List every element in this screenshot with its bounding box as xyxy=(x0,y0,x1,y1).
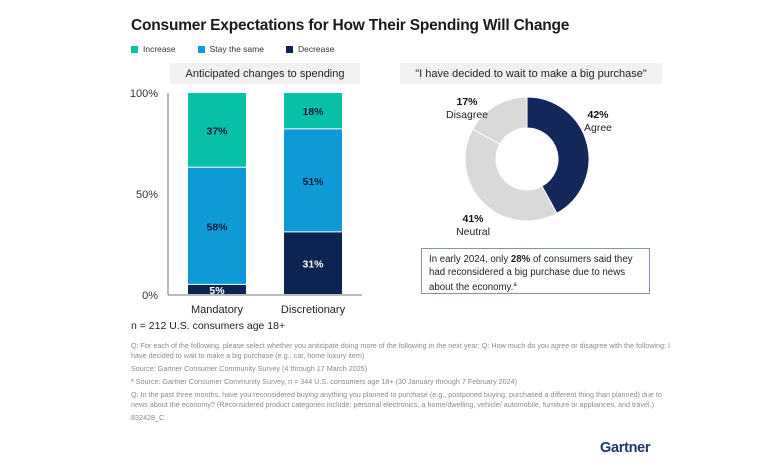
legend-item-increase: Increase xyxy=(131,44,176,54)
footnote-id: 832428_C xyxy=(131,413,165,422)
bar-panel-title: Anticipated changes to spending xyxy=(170,63,360,84)
legend-item-decrease: Decrease xyxy=(285,44,335,54)
data-label: 58% xyxy=(206,221,228,233)
donut-category-label: Disagree xyxy=(446,109,488,121)
donut-value-label: 41% xyxy=(462,213,484,225)
y-tick-label: 50% xyxy=(136,189,158,201)
footnote-source-a: ª Source: Gartner Consumer Community Sur… xyxy=(131,377,518,386)
donut-category-label: Agree xyxy=(584,122,612,134)
donut-slice-neutral xyxy=(464,128,558,222)
bar-segment-decrease xyxy=(284,232,342,294)
bar-segment-decrease xyxy=(188,284,246,294)
data-label: 18% xyxy=(302,106,324,118)
legend-item-stay: Stay the same xyxy=(197,44,264,54)
y-tick-label: 100% xyxy=(130,88,158,100)
footnote-question-a: Q: In the past three months, have you re… xyxy=(131,390,662,409)
legend-swatch-decrease xyxy=(285,45,293,53)
footnote-question: Q: For each of the following, please sel… xyxy=(131,341,670,360)
donut-value-label: 42% xyxy=(587,109,609,121)
legend-label: Increase xyxy=(143,44,176,54)
legend: Increase Stay the same Decrease xyxy=(131,44,334,54)
donut-slice-disagree xyxy=(471,96,528,145)
x-tick-label: Discretionary xyxy=(281,304,346,316)
data-label: 31% xyxy=(302,259,324,271)
legend-label: Stay the same xyxy=(209,44,264,54)
callout-suffix: of consumers said they had reconsidered … xyxy=(429,254,633,294)
donut-category-label: Neutral xyxy=(456,226,490,238)
callout-box: In early 2024, only 28% of consumers sai… xyxy=(421,248,650,294)
footnote-source: Source: Gartner Consumer Community Surve… xyxy=(131,364,368,373)
legend-swatch-increase xyxy=(131,45,138,53)
bar-segment-increase xyxy=(188,93,246,167)
sample-size-note: n = 212 U.S. consumers age 18+ xyxy=(131,320,286,332)
callout-prefix: In early 2024, only xyxy=(429,254,511,265)
callout-footnote-mark: a xyxy=(513,282,517,288)
donut-value-label: 17% xyxy=(456,96,478,108)
data-label: 5% xyxy=(209,285,225,297)
x-tick-label: Mandatory xyxy=(191,304,243,316)
bar-segment-increase xyxy=(284,93,342,129)
chart-title: Consumer Expectations for How Their Spen… xyxy=(131,17,570,34)
gartner-logo: Gartner xyxy=(600,440,651,456)
donut-slice-agree xyxy=(526,96,590,215)
y-tick-label: 0% xyxy=(142,290,158,302)
bar-segment-stay-the-same xyxy=(284,129,342,232)
callout-highlight: 28% xyxy=(510,254,531,265)
bar-segment-stay-the-same xyxy=(188,167,246,284)
data-label: 37% xyxy=(206,125,228,137)
data-label: 51% xyxy=(302,176,324,188)
legend-swatch-stay xyxy=(197,45,205,53)
legend-label: Decrease xyxy=(297,44,335,54)
donut-panel-title: "I have decided to wait to make a big pu… xyxy=(400,63,662,84)
footnotes: Q: For each of the following, please sel… xyxy=(131,341,671,426)
